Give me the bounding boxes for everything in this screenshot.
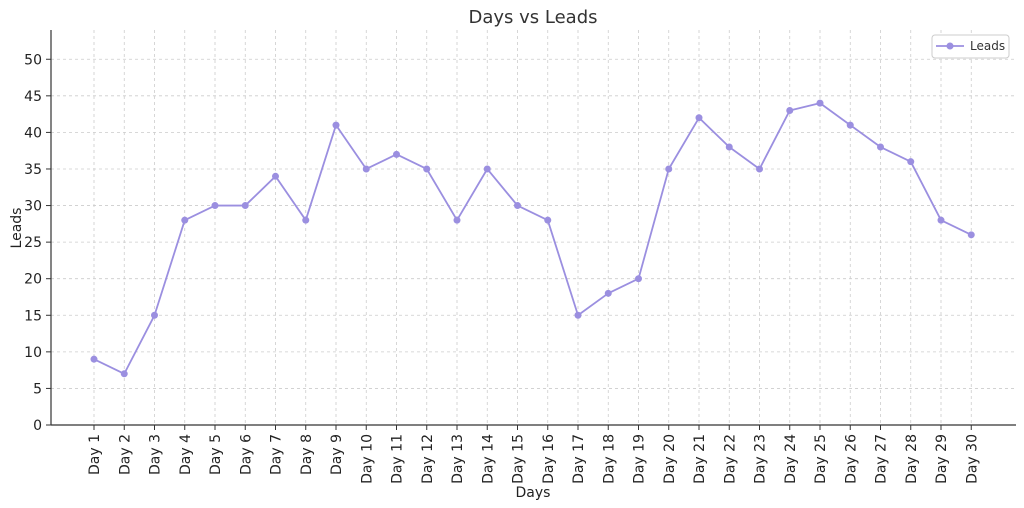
data-point xyxy=(604,289,612,297)
x-tick-label: Day 20 xyxy=(662,434,678,484)
x-tick-label: Day 27 xyxy=(874,434,890,484)
x-tick-label: Day 2 xyxy=(117,434,133,475)
y-tick-label: 0 xyxy=(33,418,42,434)
data-point xyxy=(514,202,521,210)
data-point xyxy=(907,158,915,166)
data-point xyxy=(725,143,733,151)
y-tick-label: 35 xyxy=(24,162,42,178)
legend-box xyxy=(931,34,1010,59)
y-tick-label: 20 xyxy=(24,272,42,288)
y-tick-label: 30 xyxy=(24,199,42,215)
axes xyxy=(50,30,1016,426)
x-tick-label: Day 12 xyxy=(420,434,436,484)
data-point xyxy=(483,165,491,173)
x-tick-label: Day 18 xyxy=(601,434,617,484)
series-group xyxy=(90,99,975,378)
x-axis-label: Days xyxy=(516,485,551,501)
data-point xyxy=(967,231,975,239)
y-tick-label: 15 xyxy=(24,308,42,324)
data-point xyxy=(846,121,854,129)
grid xyxy=(51,30,1016,426)
x-tick-label: Day 24 xyxy=(783,434,799,484)
data-point xyxy=(211,202,219,210)
x-tick-label: Day 7 xyxy=(269,434,285,475)
data-point xyxy=(877,143,884,151)
y-tick-label: 45 xyxy=(24,89,42,105)
data-point xyxy=(544,216,552,224)
data-point xyxy=(423,165,431,173)
legend-label-leads: Leads xyxy=(970,39,1005,53)
x-tick-label: Day 13 xyxy=(450,434,466,484)
x-tick-label: Day 30 xyxy=(964,434,980,484)
x-tick-label: Day 9 xyxy=(329,434,345,475)
data-point xyxy=(574,311,582,319)
data-point xyxy=(241,202,249,210)
x-tick-label: Day 4 xyxy=(178,434,194,475)
data-point xyxy=(181,216,189,224)
x-tick-label: Day 16 xyxy=(541,434,557,484)
x-tick-label: Day 3 xyxy=(148,434,164,475)
data-point xyxy=(816,99,824,107)
x-tick-label: Day 23 xyxy=(753,434,769,484)
chart-title: Days vs Leads xyxy=(468,7,597,28)
y-ticks: 0 5 10 15 20 25 30 35 40 45 50 xyxy=(24,52,51,434)
data-point xyxy=(453,216,461,224)
data-point xyxy=(635,275,642,283)
data-point xyxy=(272,172,279,180)
x-tick-label: Day 21 xyxy=(692,434,708,484)
y-tick-label: 40 xyxy=(24,125,42,141)
y-axis-label: Leads xyxy=(9,208,25,249)
x-tick-label: Day 15 xyxy=(511,434,527,484)
data-point xyxy=(151,311,158,319)
x-tick-label: Day 11 xyxy=(390,434,406,484)
x-tick-label: Day 28 xyxy=(904,434,920,484)
y-tick-label: 5 xyxy=(33,381,42,397)
data-point xyxy=(665,165,673,173)
x-tick-label: Day 17 xyxy=(571,434,587,484)
data-point xyxy=(120,370,128,378)
x-tick-label: Day 6 xyxy=(238,434,254,475)
data-point xyxy=(332,121,340,129)
data-point xyxy=(362,165,370,173)
x-tick-label: Day 25 xyxy=(813,434,829,484)
legend: Leads xyxy=(931,34,1010,59)
y-tick-label: 50 xyxy=(24,52,42,68)
x-tick-label: Day 26 xyxy=(843,434,859,484)
legend-marker-leads xyxy=(946,42,954,50)
x-tick-label: Day 29 xyxy=(934,434,950,484)
x-tick-label: Day 8 xyxy=(299,434,315,475)
x-tick-label: Day 19 xyxy=(632,434,648,484)
data-point xyxy=(937,216,945,224)
data-point xyxy=(695,114,703,122)
data-point xyxy=(393,150,400,158)
x-tick-label: Day 5 xyxy=(208,434,224,475)
x-tick-label: Day 1 xyxy=(87,434,103,475)
series-line-leads xyxy=(93,102,972,375)
data-point xyxy=(756,165,763,173)
y-tick-label: 10 xyxy=(24,345,42,361)
data-point xyxy=(90,355,98,363)
y-tick-label: 25 xyxy=(24,235,42,251)
data-point xyxy=(786,106,794,114)
x-ticks: Day 1 Day 2 Day 3 Day 4 Day 5 Day 6 Day 7 Day 8… xyxy=(87,425,980,484)
x-tick-label: Day 10 xyxy=(359,434,375,484)
x-tick-label: Day 22 xyxy=(722,434,738,484)
x-tick-label: Day 14 xyxy=(480,434,496,484)
data-point xyxy=(302,216,310,224)
